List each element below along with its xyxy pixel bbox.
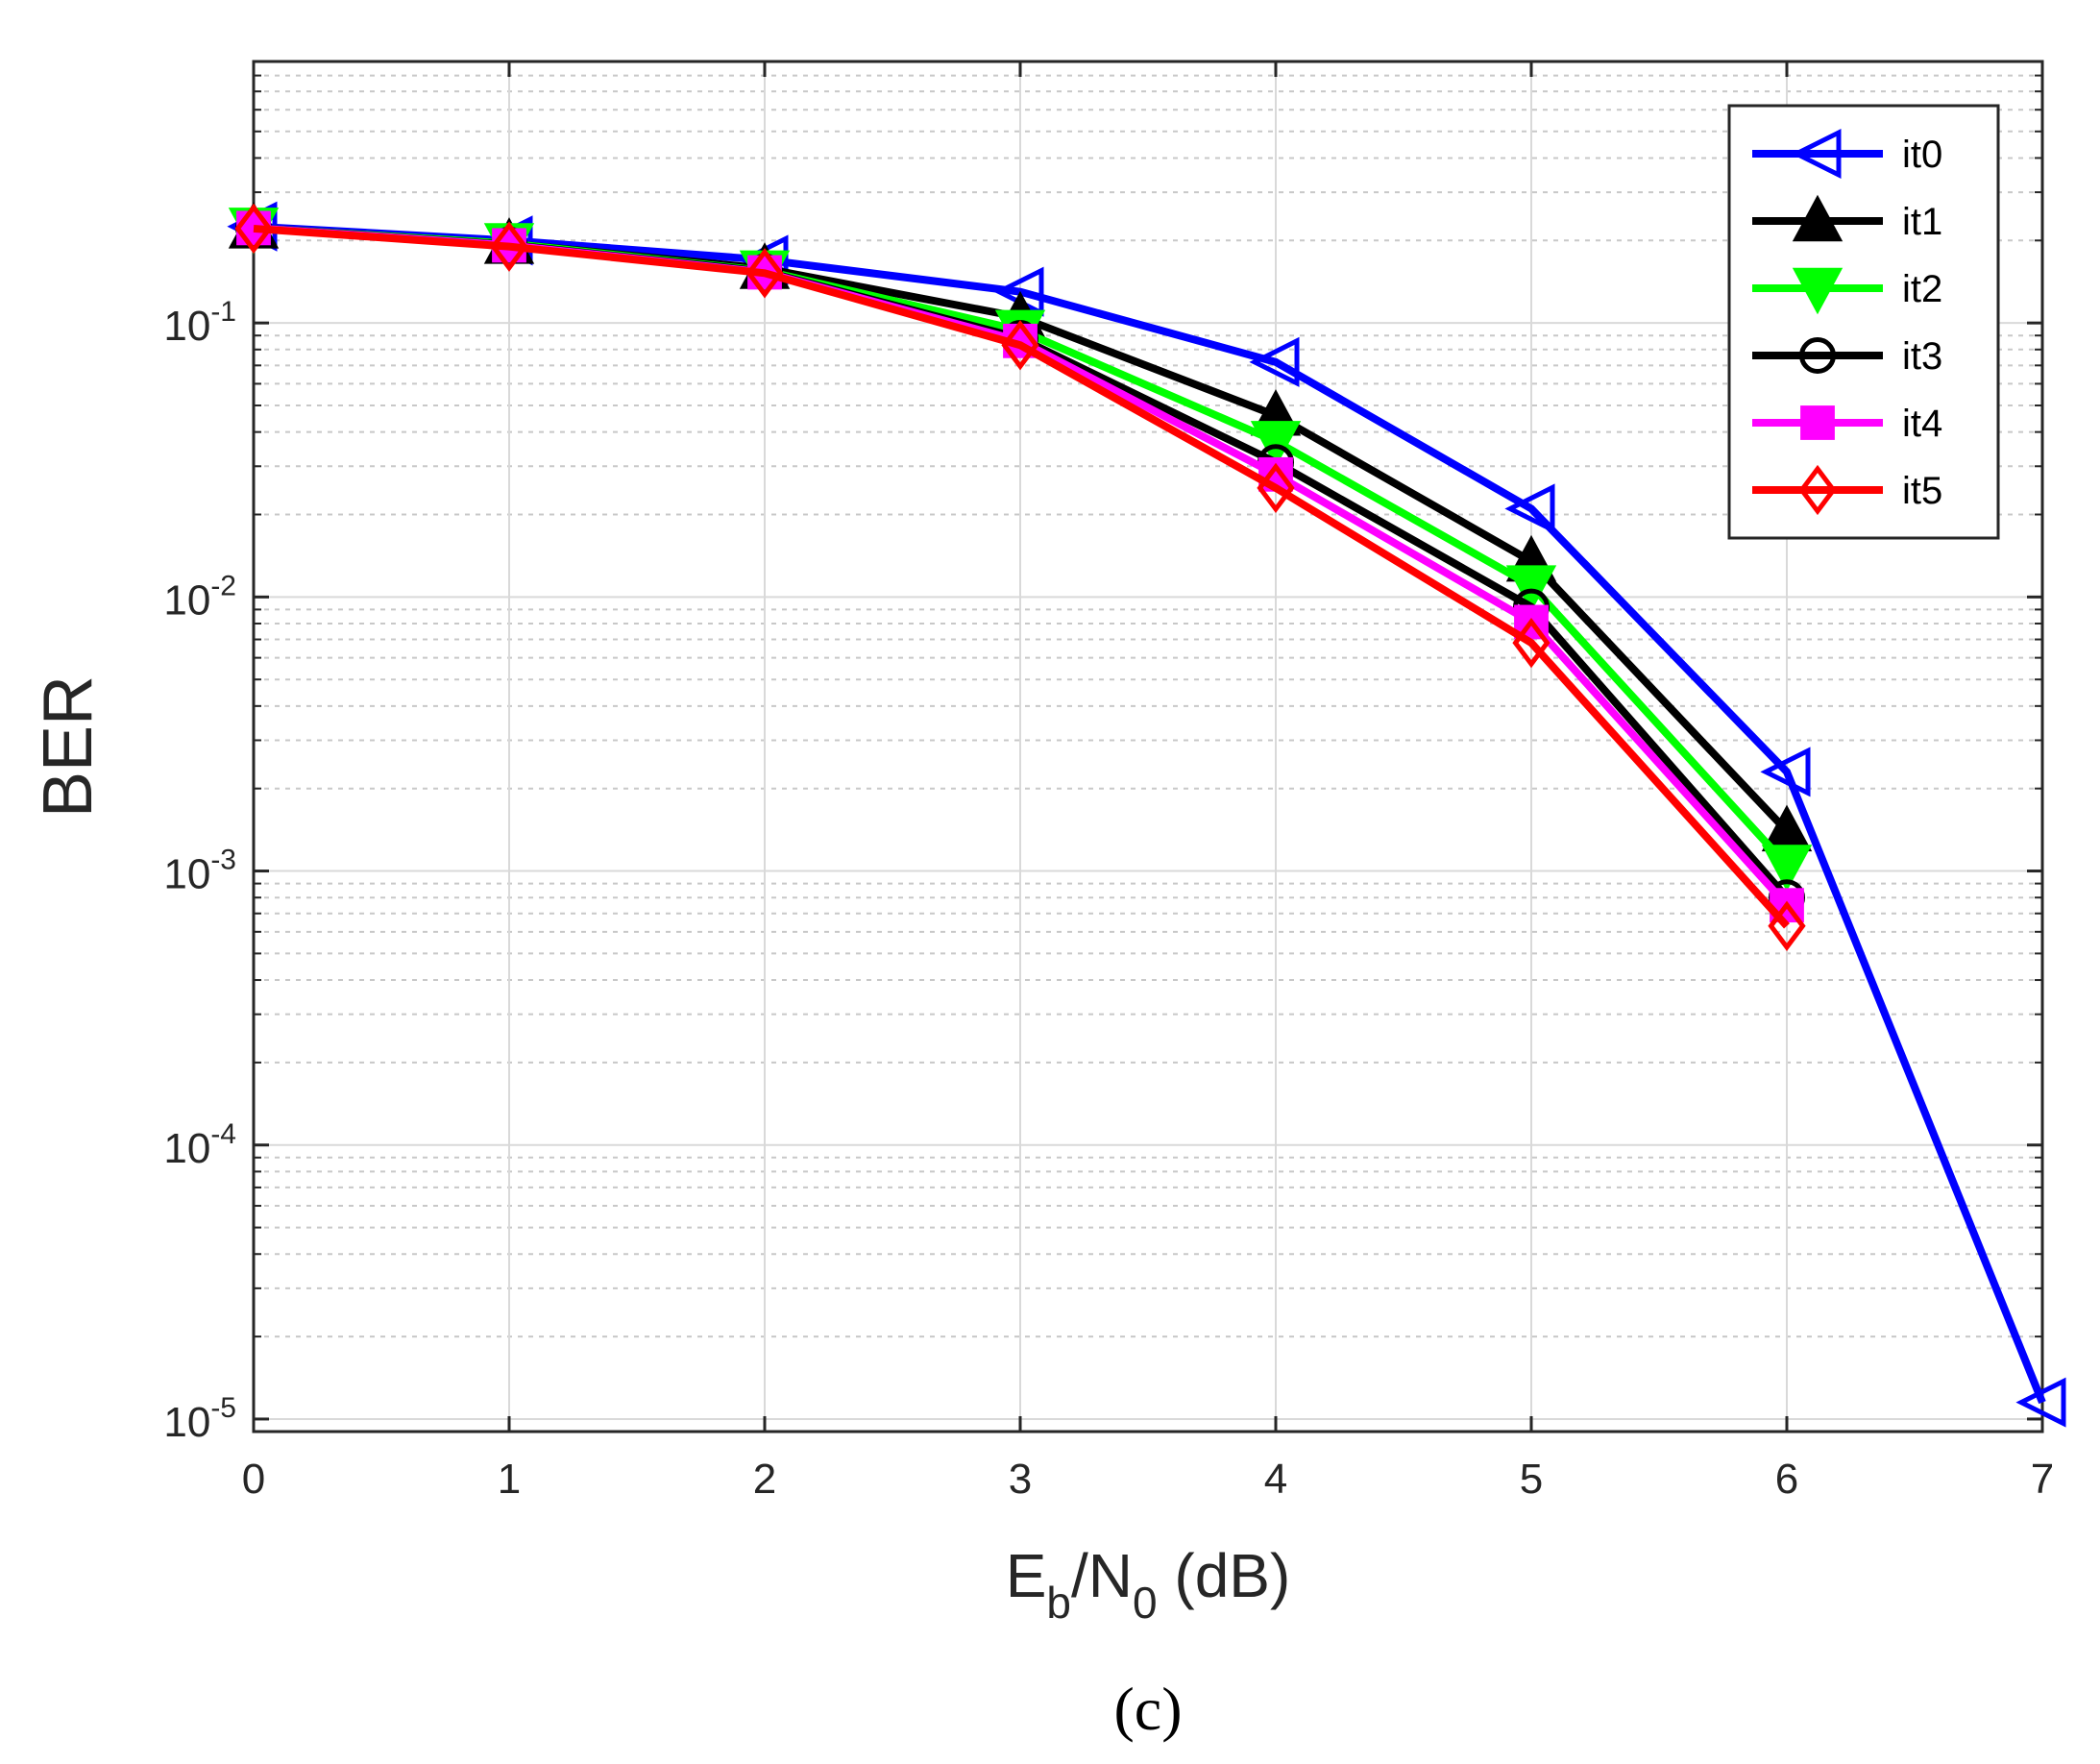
plot-area-frame [252,60,2044,1433]
y-tick-label: 10-5 [163,1392,236,1446]
figure-caption: (c) [1113,1675,1182,1743]
x-tick-label: 0 [242,1456,265,1503]
legend-item-it4: it4 [1752,403,1942,445]
legend-label: it0 [1902,134,1942,176]
x-axis-title-sub1: b [1046,1578,1071,1628]
x-tick-label: 2 [753,1456,776,1503]
legend-item-it0: it0 [1752,128,1942,180]
data-point-it5 [1001,320,1039,371]
x-axis-title-main: E [1006,1541,1047,1610]
x-tick-labels: 0 1 2 3 4 5 6 7 [242,1456,2054,1503]
y-axis-title: BER [30,675,107,818]
legend-marker [1800,405,1835,440]
legend-label: it3 [1902,335,1942,378]
legend: it0 it1 it2 it3 it4 it5 [1727,104,2000,540]
data-point-it2 [1505,565,1557,612]
x-axis-title-sub2: 0 [1133,1578,1158,1628]
x-axis-title-mid: /N [1071,1541,1133,1610]
data-point-it0 [1249,336,1300,387]
legend-item-it1: it1 [1752,194,1942,243]
legend-label: it4 [1902,403,1942,445]
series-line-it5 [253,224,1790,929]
y-tick-base: 10 [163,851,210,898]
x-axis-title: Eb/N0 (dB) [1006,1541,1291,1628]
legend-label: it1 [1902,201,1942,243]
y-tick-exponent: -2 [210,570,236,601]
data-point-it5 [490,221,528,272]
data-point-it0 [2015,1377,2066,1428]
legend-marker [1792,194,1844,242]
data-point-it0 [1504,483,1555,534]
data-point-it2 [1250,421,1302,468]
legend-item-it3: it3 [1752,335,1942,378]
y-tick-label: 10-3 [163,845,236,898]
legend-marker [1798,464,1837,516]
data-point-it5 [234,203,273,255]
x-tick-label: 3 [1009,1456,1032,1503]
x-tick-label: 6 [1775,1456,1798,1503]
x-tick-label: 5 [1520,1456,1543,1503]
x-tick-label: 7 [2031,1456,2054,1503]
y-tick-base: 10 [163,1125,210,1172]
data-point-it5 [1257,462,1295,514]
data-point-it5 [1512,617,1551,669]
data-point-it2 [1761,845,1813,892]
series-line-it0 [253,222,2046,1405]
x-axis-title-tail: (dB) [1158,1541,1291,1610]
y-tick-base: 10 [163,576,210,624]
legend-item-it5: it5 [1752,464,1942,516]
axis-ticks [252,61,2044,1432]
legend-marker [1792,267,1844,315]
series-it5 [234,203,1806,951]
y-tick-label: 10-2 [163,570,236,624]
y-tick-exponent: -5 [210,1392,236,1424]
x-tick-label: 1 [498,1456,521,1503]
y-tick-base: 10 [163,303,210,350]
y-tick-exponent: -4 [210,1118,236,1150]
y-tick-exponent: -1 [210,296,236,328]
legend-marker [1791,128,1842,180]
y-tick-exponent: -3 [210,845,236,876]
y-tick-label: 10-4 [163,1118,236,1172]
legend-label: it5 [1902,470,1942,512]
y-tick-labels: 10-510-410-310-210-1 [163,296,236,1446]
data-point-it0 [1760,747,1811,797]
legend-item-it2: it2 [1752,267,1942,315]
y-tick-label: 10-1 [163,296,236,350]
legend-marker [1799,337,1836,374]
series-layer [227,201,2066,1428]
legend-label: it2 [1902,268,1942,310]
data-point-it5 [1768,900,1806,951]
legend-box [1727,104,2000,540]
y-tick-base: 10 [163,1399,210,1446]
x-tick-label: 4 [1264,1456,1287,1503]
data-point-it5 [745,248,784,299]
